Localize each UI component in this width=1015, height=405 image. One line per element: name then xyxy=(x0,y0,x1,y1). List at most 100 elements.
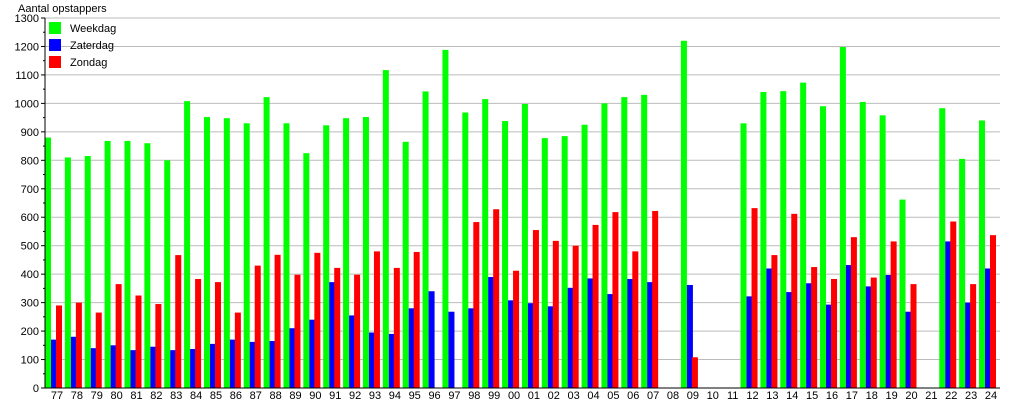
y-tick-label: 1300 xyxy=(15,13,39,25)
y-tick-label: 100 xyxy=(21,355,39,367)
x-tick-label: 20 xyxy=(905,390,917,400)
x-tick-label: 82 xyxy=(150,390,162,400)
x-tick-label: 17 xyxy=(846,390,858,400)
bar-weekdag xyxy=(601,103,608,388)
bar-zondag xyxy=(513,270,520,388)
x-tick-label: 80 xyxy=(110,390,122,400)
bar-zaterdag xyxy=(269,341,276,388)
bar-zondag xyxy=(155,304,162,388)
bar-weekdag xyxy=(541,138,548,388)
bar-zondag xyxy=(831,278,838,388)
bar-weekdag xyxy=(859,101,866,388)
bar-zaterdag xyxy=(488,277,495,388)
y-tick-label: 500 xyxy=(21,241,39,253)
bar-weekdag xyxy=(760,92,767,388)
bar-zondag xyxy=(175,255,182,388)
bar-weekdag xyxy=(482,99,489,388)
x-tick-label: 88 xyxy=(269,390,281,400)
bar-weekdag xyxy=(800,82,807,388)
bar-zondag xyxy=(56,305,62,388)
x-tick-label: 03 xyxy=(568,390,580,400)
bar-weekdag xyxy=(203,117,210,389)
bar-zondag xyxy=(75,302,82,388)
bar-zondag xyxy=(214,282,221,388)
axes: 0100200300400500600700800900100011001200… xyxy=(15,13,1000,402)
bar-zondag xyxy=(354,274,361,388)
x-tick-label: 98 xyxy=(468,390,480,400)
bar-zaterdag xyxy=(965,302,972,388)
bar-zondag xyxy=(413,251,420,388)
bar-weekdag xyxy=(84,156,91,388)
bar-weekdag xyxy=(184,101,191,388)
bar-weekdag xyxy=(323,125,330,389)
x-tick-label: 93 xyxy=(369,390,381,400)
bar-weekdag xyxy=(899,199,906,388)
legend-label-zondag: Zondag xyxy=(70,57,107,69)
bar-weekdag xyxy=(621,97,628,388)
bar-zondag xyxy=(95,312,102,388)
y-tick-label: 300 xyxy=(21,298,39,310)
bar-weekdag xyxy=(104,140,111,388)
bar-weekdag xyxy=(740,123,747,389)
x-tick-label: 85 xyxy=(210,390,222,400)
x-tick-label: 87 xyxy=(250,390,262,400)
bar-weekdag xyxy=(283,123,290,389)
bar-zondag xyxy=(493,209,500,388)
bar-weekdag xyxy=(680,40,687,389)
bar-zaterdag xyxy=(428,291,435,388)
bar-zaterdag xyxy=(110,345,117,388)
bar-zondag xyxy=(195,278,202,388)
bar-zaterdag xyxy=(587,278,594,388)
bar-weekdag xyxy=(343,118,350,388)
bar-zondag xyxy=(572,245,579,388)
bar-weekdag xyxy=(243,123,250,389)
bar-weekdag xyxy=(502,121,509,389)
bar-zaterdag xyxy=(885,275,892,388)
x-tick-label: 00 xyxy=(508,390,520,400)
bar-zondag xyxy=(115,284,122,388)
bar-weekdag xyxy=(979,120,985,388)
bar-weekdag xyxy=(462,112,469,388)
x-tick-label: 04 xyxy=(587,390,599,400)
bar-zaterdag xyxy=(249,341,256,388)
x-tick-label: 11 xyxy=(727,390,738,400)
x-tick-label: 96 xyxy=(428,390,440,400)
bar-zondag xyxy=(254,265,261,388)
bar-zaterdag xyxy=(865,286,872,388)
bar-weekdag xyxy=(422,91,429,388)
bar-zondag xyxy=(691,357,698,388)
y-tick-label: 1000 xyxy=(15,98,39,110)
bar-zondag xyxy=(771,255,778,388)
x-tick-label: 95 xyxy=(409,390,421,400)
bar-zaterdag xyxy=(567,287,574,388)
bar-zondag xyxy=(950,221,957,388)
bar-weekdag xyxy=(382,70,389,388)
x-tick-label: 02 xyxy=(548,390,560,400)
legend-swatch-zondag xyxy=(49,56,61,68)
bar-zaterdag xyxy=(150,346,157,388)
bar-zaterdag xyxy=(209,343,216,388)
x-tick-label: 22 xyxy=(945,390,957,400)
x-tick-label: 18 xyxy=(866,390,878,400)
y-tick-label: 1100 xyxy=(15,70,39,82)
bar-zaterdag xyxy=(547,306,554,388)
bar-zondag xyxy=(234,312,241,388)
x-tick-label: 19 xyxy=(886,390,898,400)
bar-weekdag xyxy=(263,97,270,388)
bar-zondag xyxy=(870,277,877,388)
bar-zaterdag xyxy=(985,268,991,388)
bar-zondag xyxy=(811,267,818,388)
bar-zondag xyxy=(473,222,480,388)
bar-zaterdag xyxy=(686,284,693,388)
bar-zondag xyxy=(632,251,639,388)
bar-zondag xyxy=(135,295,142,388)
bar-weekdag xyxy=(164,160,171,388)
x-tick-label: 13 xyxy=(766,390,778,400)
bar-zondag xyxy=(393,267,400,388)
bar-weekdag xyxy=(581,124,588,388)
bar-zaterdag xyxy=(826,304,833,388)
bar-weekdag xyxy=(64,157,71,388)
bar-zondag xyxy=(334,267,341,388)
bar-zaterdag xyxy=(527,303,534,388)
x-tick-label: 10 xyxy=(707,390,719,400)
